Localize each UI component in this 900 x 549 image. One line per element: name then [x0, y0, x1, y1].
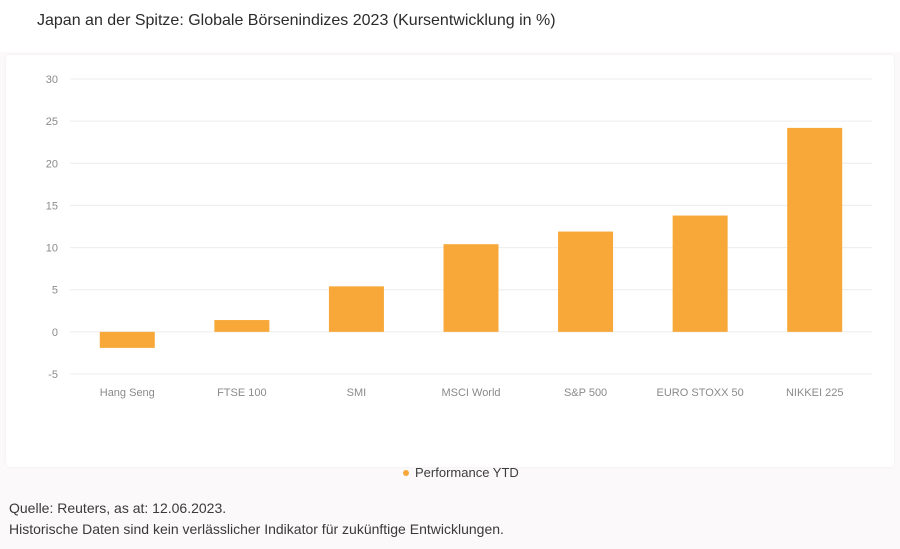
y-tick-label: 25	[46, 116, 58, 128]
x-tick-label: SMI	[347, 387, 367, 399]
bar-s-p-500[interactable]	[558, 231, 614, 332]
legend-marker	[403, 469, 409, 476]
y-tick-label: 10	[46, 243, 58, 255]
chart-title: Japan an der Spitze: Globale Börsenindiz…	[37, 12, 556, 29]
x-tick-label: NIKKEI 225	[786, 387, 843, 399]
bar-smi[interactable]	[328, 286, 384, 332]
bar-euro-stoxx-50[interactable]	[672, 215, 728, 332]
x-tick-label: EURO STOXX 50	[657, 387, 744, 399]
legend[interactable]: Performance YTD	[403, 465, 519, 480]
legend-label: Performance YTD	[415, 465, 519, 480]
chart-card: -5 0 5 10 15 20 25 30 Hang Seng FTSE 100 SMI MSCI W…	[6, 55, 894, 480]
bar-ftse-100[interactable]	[214, 320, 270, 332]
bar-hang-seng[interactable]	[99, 331, 155, 348]
disclaimer-note: Historische Daten sind kein verlässliche…	[9, 521, 504, 537]
x-tick-label: S&P 500	[564, 387, 607, 399]
x-tick-label: Hang Seng	[100, 387, 155, 399]
bar-msci-world[interactable]	[443, 244, 499, 332]
source-note: Quelle: Reuters, as at: 12.06.2023.	[9, 500, 227, 516]
x-tick-label: FTSE 100	[217, 387, 267, 399]
x-tick-label: MSCI World	[441, 387, 500, 399]
bar-nikkei-225[interactable]	[787, 127, 843, 332]
title-bar: Japan an der Spitze: Globale Börsenindiz…	[0, 0, 900, 52]
y-tick-label: 30	[46, 74, 58, 86]
y-tick-label: 20	[46, 158, 58, 170]
y-tick-label: 0	[52, 327, 58, 339]
bar-chart: -5 0 5 10 15 20 25 30 Hang Seng FTSE 100 SMI MSCI W…	[46, 74, 872, 399]
y-tick-label: 5	[52, 285, 58, 297]
y-tick-label: -5	[48, 369, 58, 381]
y-tick-label: 15	[46, 200, 58, 212]
